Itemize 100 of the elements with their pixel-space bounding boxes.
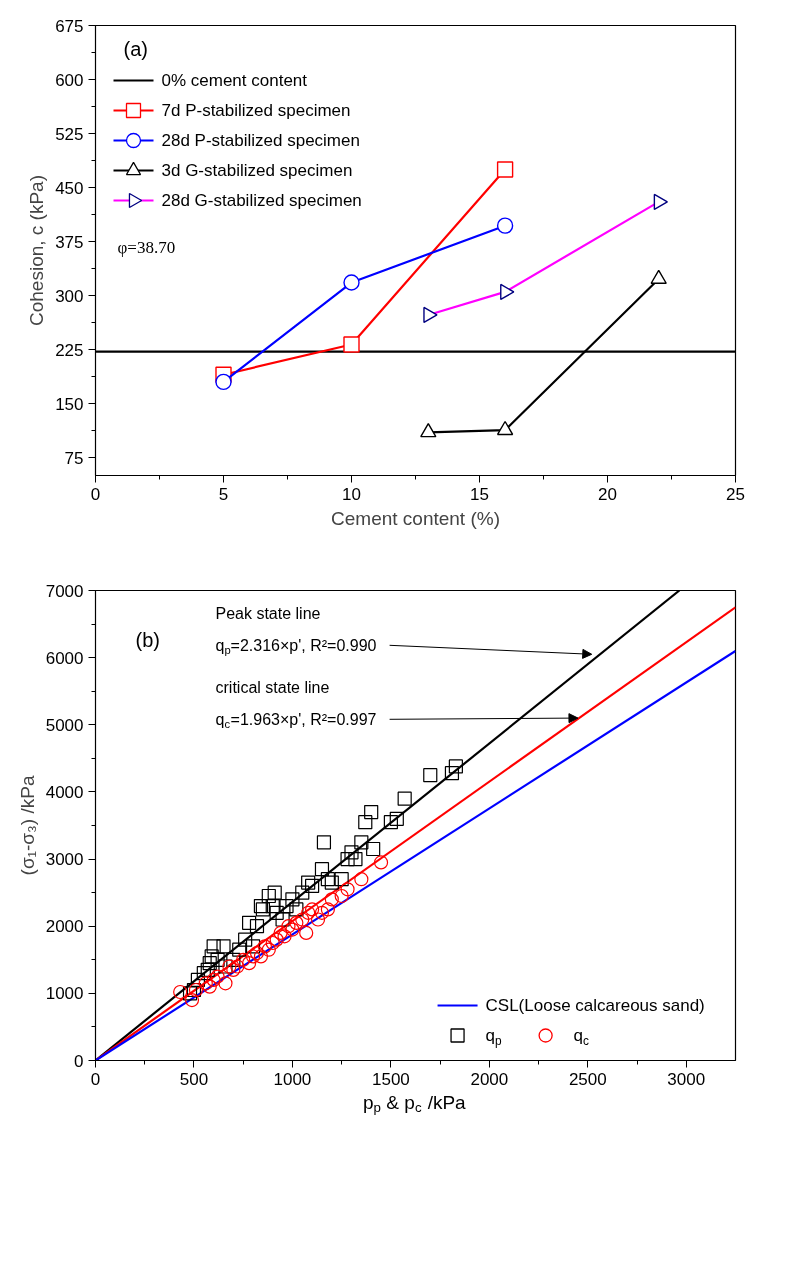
point	[198, 976, 213, 991]
legend-label: 28d P-stabilized specimen	[161, 131, 360, 150]
x-tick-label: 0	[90, 484, 101, 504]
point	[226, 962, 241, 977]
y-tick-label: 5000	[45, 715, 84, 735]
y-tick-label: 675	[55, 16, 84, 36]
x-tick-label: 25	[726, 484, 745, 504]
point	[344, 845, 359, 860]
point	[448, 759, 463, 774]
point	[210, 969, 225, 984]
y-tick-label: 150	[55, 394, 84, 414]
point	[444, 766, 460, 781]
point	[334, 872, 349, 887]
y-tick-label: 525	[55, 124, 84, 144]
point	[255, 902, 270, 917]
point	[204, 949, 219, 964]
y-tick-label: 7000	[45, 581, 84, 601]
point	[218, 959, 233, 974]
point	[366, 841, 381, 857]
point	[215, 373, 232, 391]
point	[249, 919, 265, 934]
y-tick-label: 300	[55, 286, 84, 306]
point	[310, 912, 326, 927]
point	[173, 984, 188, 1000]
x-tick-label: 15	[470, 484, 489, 504]
point	[226, 952, 241, 967]
x-tick-label: 10	[342, 484, 361, 504]
point	[267, 885, 282, 900]
point	[190, 972, 205, 988]
point	[269, 905, 284, 920]
legend-label: 3d G-stabilized specimen	[161, 161, 353, 180]
y-tick-label: 225	[55, 340, 84, 360]
legend-label: CSL(Loose calcareous sand)	[485, 996, 705, 1015]
point	[265, 935, 280, 951]
point	[305, 902, 320, 917]
y-tick-label: 375	[55, 232, 84, 252]
point	[343, 274, 360, 291]
point	[281, 919, 296, 934]
point	[340, 851, 355, 867]
point	[299, 925, 314, 941]
point	[320, 872, 335, 887]
x-tick-label: 1000	[273, 1069, 312, 1089]
point	[232, 942, 247, 957]
point	[397, 791, 412, 806]
point	[257, 939, 272, 954]
point	[238, 932, 253, 947]
y-tick-label: 450	[55, 178, 84, 198]
y-tick-label: 6000	[45, 648, 84, 668]
point	[314, 862, 330, 877]
point	[340, 882, 355, 897]
x-tick-label: 3000	[667, 1069, 706, 1089]
point	[196, 966, 211, 981]
point	[206, 972, 221, 988]
point	[295, 885, 310, 900]
point	[305, 878, 320, 894]
point	[200, 962, 215, 977]
legend-label: 7d P-stabilized specimen	[161, 101, 351, 120]
point	[184, 992, 200, 1008]
x-axis-title: Cement content (%)	[331, 507, 500, 529]
annotation: critical state line	[215, 678, 330, 696]
x-tick-label: 2500	[568, 1069, 607, 1089]
point	[202, 956, 217, 971]
point	[295, 912, 310, 927]
point	[285, 892, 300, 907]
point	[245, 939, 261, 954]
y-tick-label: 1000	[45, 984, 84, 1004]
point	[354, 835, 369, 850]
point	[289, 915, 304, 930]
x-tick-label: 20	[598, 484, 617, 504]
point	[289, 902, 304, 917]
point	[218, 976, 233, 991]
point	[249, 945, 265, 961]
point	[269, 932, 284, 947]
y-axis-title: Cohesion, c (kPa)	[26, 174, 48, 326]
point	[253, 898, 269, 914]
point	[261, 942, 276, 957]
point	[348, 851, 363, 867]
point	[202, 979, 217, 994]
point	[206, 939, 221, 954]
point	[182, 986, 198, 1001]
point	[420, 422, 437, 438]
point	[279, 898, 294, 914]
point	[245, 949, 261, 964]
legend-label: 0% cement content	[161, 71, 308, 90]
point	[343, 336, 360, 353]
x-tick-label: 2000	[470, 1069, 509, 1089]
annotation: φ=38.70	[117, 237, 176, 257]
point	[236, 952, 251, 967]
point	[334, 888, 349, 904]
y-tick-label: 2000	[45, 917, 84, 937]
annotation: (b)	[135, 628, 160, 651]
point	[210, 952, 225, 967]
y-tick-label: 0	[74, 1051, 84, 1071]
point	[285, 922, 300, 937]
legend-label: 28d G-stabilized specimen	[161, 191, 362, 210]
x-tick-label: 1500	[371, 1069, 410, 1089]
point	[230, 959, 245, 974]
point	[242, 956, 257, 971]
point	[273, 925, 288, 941]
x-tick-label: 500	[179, 1069, 209, 1089]
